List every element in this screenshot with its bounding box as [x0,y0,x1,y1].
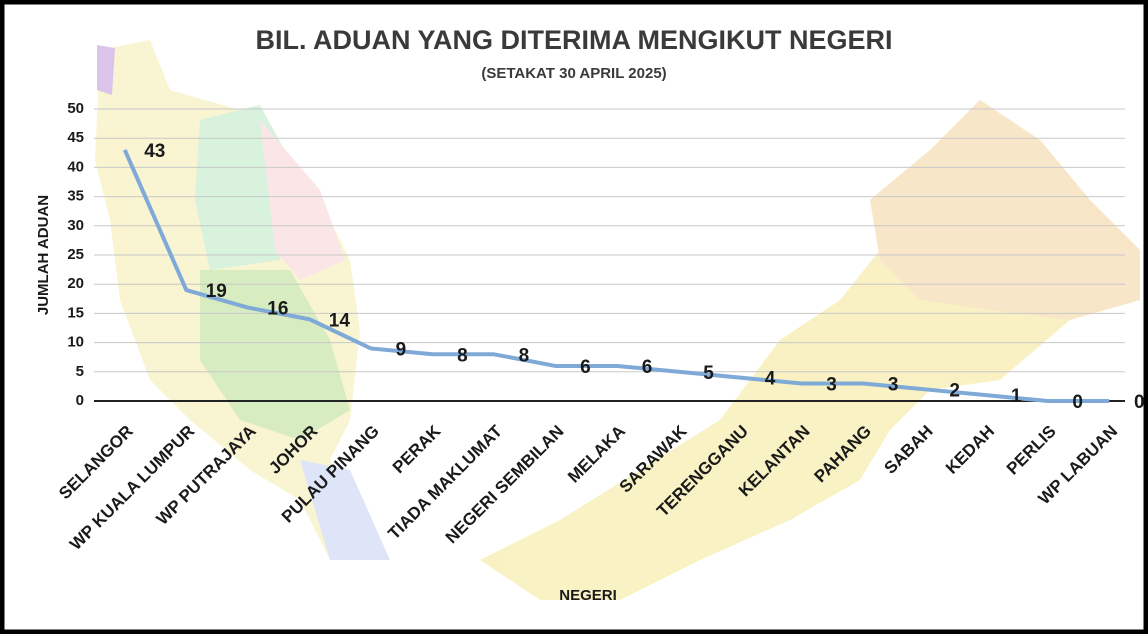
y-axis-label: JUMLAH ADUAN [35,195,52,315]
data-label: 3 [826,374,837,395]
data-label: 1 [1011,386,1022,407]
data-label: 4 [765,369,776,390]
x-axis-label: NEGERI [559,587,617,604]
y-tick-label: 15 [67,304,84,321]
y-tick-label: 40 [67,158,84,175]
y-tick-label: 25 [67,246,84,263]
data-label: 9 [396,339,407,360]
data-line [122,149,1110,403]
y-tick-label: 5 [76,363,84,380]
data-label: 3 [888,374,899,395]
chart-subtitle: (SETAKAT 30 APRIL 2025) [481,65,666,82]
y-tick-label: 10 [67,334,84,351]
data-label: 6 [580,357,591,378]
data-label: 6 [642,357,653,378]
y-tick-label: 45 [67,129,84,146]
data-label: 8 [457,345,468,366]
data-label: 8 [519,345,530,366]
y-tick-label: 0 [76,392,84,409]
data-label: 0 [1134,392,1145,413]
data-label: 0 [1072,392,1083,413]
y-tick-label: 30 [67,217,84,234]
data-label: 19 [206,281,227,302]
y-tick-label: 50 [67,100,84,117]
data-label: 14 [329,310,351,331]
data-label: 2 [949,380,960,401]
data-label: 43 [144,141,165,162]
y-tick-label: 35 [67,188,84,205]
data-label: 16 [267,299,288,320]
y-tick-label: 20 [67,275,84,292]
data-label: 5 [703,363,714,384]
chart-title: BIL. ADUAN YANG DITERIMA MENGIKUT NEGERI [255,25,892,55]
map-background [95,40,1140,600]
